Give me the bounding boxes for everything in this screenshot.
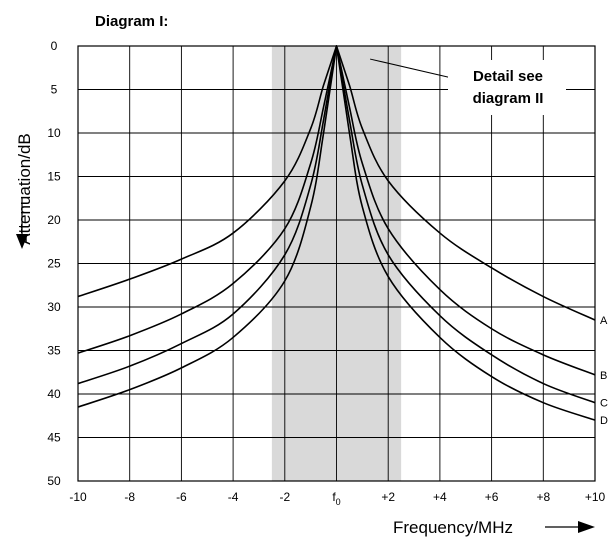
- x-tick-label: -2: [279, 490, 290, 504]
- x-tick-label: +4: [433, 490, 447, 504]
- y-tick-label: 15: [47, 170, 61, 184]
- x-axis-label: Frequency/MHz: [393, 518, 513, 537]
- x-tick-label: +2: [381, 490, 395, 504]
- annotation-text: Detail see: [473, 68, 543, 85]
- y-tick-label: 40: [47, 387, 61, 401]
- y-tick-label: 30: [47, 300, 61, 314]
- x-tick-label: -8: [124, 490, 135, 504]
- y-tick-label: 35: [47, 344, 61, 358]
- x-tick-label: +10: [585, 490, 606, 504]
- annotation-box: [448, 60, 566, 115]
- y-axis-arrow-head: [16, 234, 28, 249]
- y-axis-label-group: Attenuation/dB: [15, 133, 34, 249]
- y-tick-label: 45: [47, 431, 61, 445]
- annotation-text: diagram II: [473, 90, 544, 107]
- x-axis-arrow-head: [578, 521, 595, 533]
- x-tick-label: -6: [176, 490, 187, 504]
- series-label-B: B: [600, 370, 607, 382]
- series-label-D: D: [600, 415, 608, 427]
- y-tick-label: 10: [47, 126, 61, 140]
- y-tick-label: 25: [47, 257, 61, 271]
- chart-title: Diagram I:: [95, 13, 168, 30]
- y-tick-label: 50: [47, 474, 61, 488]
- x-axis-label-group: Frequency/MHz: [393, 518, 595, 537]
- y-tick-label: 5: [51, 83, 58, 97]
- x-tick-label: -10: [69, 490, 87, 504]
- y-tick-label: 0: [51, 39, 58, 53]
- tick-layer: -10 -8 -6 -4 -2 f0 +2 +4 +6 +8 +10 0 5 10 15 20 25 30 35 40…: [47, 39, 605, 507]
- x-tick-label: -4: [228, 490, 239, 504]
- x-tick-label: f0: [332, 490, 340, 507]
- y-axis-label: Attenuation/dB: [15, 133, 34, 245]
- annotation-layer: Detail see diagram II: [369, 58, 566, 115]
- y-tick-label: 20: [47, 213, 61, 227]
- series-label-A: A: [600, 315, 608, 327]
- x-tick-label: +8: [536, 490, 550, 504]
- x-tick-label: +6: [485, 490, 499, 504]
- annotation-leader: [369, 58, 453, 79]
- plot-frame: [77, 45, 596, 482]
- series-label-C: C: [600, 398, 608, 410]
